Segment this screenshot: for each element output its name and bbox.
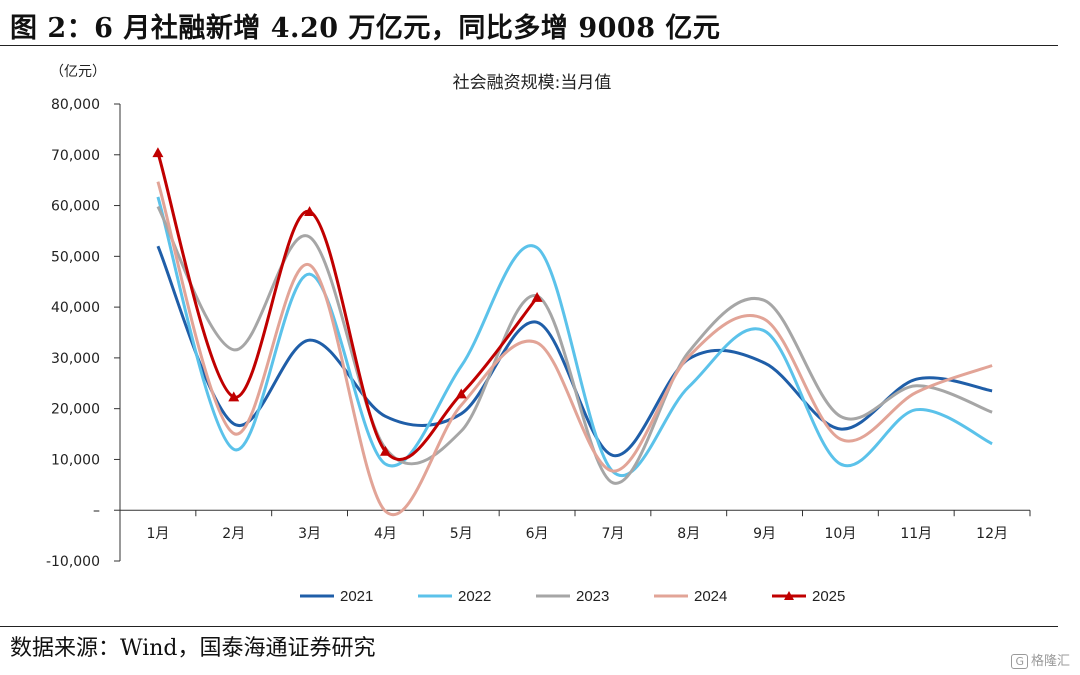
series-line-2023 — [156, 205, 993, 485]
source-note: 数据来源：Wind，国泰海通证券研究 — [10, 636, 376, 661]
legend-label-2021: 2021 — [340, 588, 373, 605]
point-marker-2025 — [531, 291, 543, 302]
series-line-2024 — [156, 181, 993, 516]
point-marker-2025 — [379, 445, 391, 456]
x-tick-label: 3月 — [298, 526, 321, 542]
y-tick-label: 30,000 — [51, 351, 100, 367]
legend-marker-icon — [784, 591, 794, 600]
x-tick-label: 5月 — [450, 526, 473, 542]
legend: 2021 2022 2023 2024 2025 — [300, 588, 845, 605]
legend-label-2024: 2024 — [694, 588, 727, 605]
x-tick-label: 9月 — [753, 526, 776, 542]
point-marker-2025 — [152, 147, 164, 158]
x-tick-label: 2月 — [222, 526, 245, 542]
series-line-2021 — [156, 245, 993, 457]
line-chart: 社会融资规模:当月值 （亿元） -10,000 – 10,000 20,000 30,0… — [46, 64, 1031, 605]
figure-title: 图 2：6 月社融新增 4.20 万亿元，同比多增 9008 亿元 — [10, 13, 721, 44]
watermark: G 格隆汇 — [1011, 650, 1070, 669]
point-marker-2025 — [455, 388, 467, 399]
watermark-logo-icon: G — [1011, 654, 1028, 669]
y-tick-label: 40,000 — [51, 300, 100, 316]
chart-title: 社会融资规模:当月值 — [453, 73, 612, 93]
y-axis-unit: （亿元） — [50, 64, 106, 80]
bottom-rule — [0, 626, 1058, 627]
y-tick-label: 60,000 — [51, 199, 100, 215]
legend-label-2023: 2023 — [576, 588, 609, 605]
x-tick-label: 1月 — [146, 526, 169, 542]
x-tick-label: 10月 — [825, 526, 857, 542]
legend-label-2022: 2022 — [458, 588, 491, 605]
x-tick-label: 6月 — [526, 526, 549, 542]
x-tick-label: 8月 — [677, 526, 700, 542]
x-tick-label: 12月 — [976, 526, 1008, 542]
point-marker-2025 — [228, 391, 240, 402]
y-tick-label: 10,000 — [51, 452, 100, 468]
x-tick-label: 7月 — [601, 526, 624, 542]
y-tick-label: 20,000 — [51, 402, 100, 418]
axes: -10,000 – 10,000 20,000 30,000 40,000 50,000 60… — [46, 97, 1031, 570]
point-marker-2025 — [304, 206, 316, 217]
series-lines — [152, 147, 993, 516]
x-tick-label: 4月 — [374, 526, 397, 542]
y-tick-label: -10,000 — [46, 554, 100, 570]
y-tick-label: 50,000 — [51, 249, 100, 265]
series-line-2022 — [156, 196, 993, 477]
y-tick-label: 70,000 — [51, 148, 100, 164]
y-tick-label: 80,000 — [51, 97, 100, 113]
legend-label-2025: 2025 — [812, 588, 845, 605]
top-rule — [0, 45, 1058, 46]
x-tick-label: 11月 — [900, 526, 932, 542]
watermark-text: 格隆汇 — [1030, 654, 1070, 669]
y-tick-label: – — [93, 503, 100, 519]
